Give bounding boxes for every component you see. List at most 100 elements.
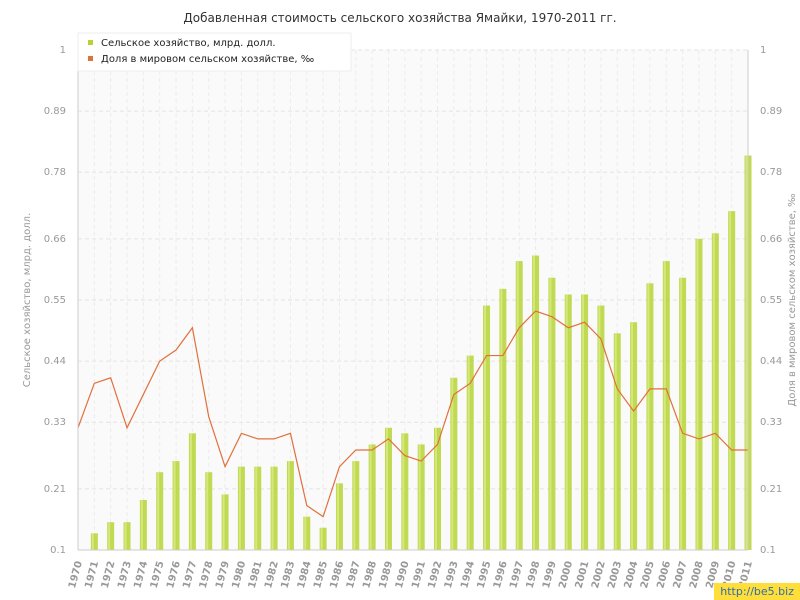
bar (581, 294, 589, 550)
bar (695, 238, 703, 550)
y-axis-right-label: Доля в мировом сельском хозяйстве, ‰ (787, 193, 798, 406)
y-axis-right: 0.1 0.21 0.33 0.44 0.55 0.66 0.78 0.89 1 (747, 45, 782, 556)
bar-highlight (516, 261, 519, 550)
line-series (77, 310, 748, 518)
y-tick-right: 0.21 (760, 484, 782, 495)
bar-highlight (451, 377, 454, 550)
legend-swatch-bar (88, 40, 93, 45)
bar (630, 322, 638, 550)
bar-highlight (418, 444, 421, 550)
legend-label-bar: Сельское хозяйство, млрд. долл. (101, 38, 276, 49)
bar (401, 433, 409, 550)
bar-highlight (238, 466, 241, 550)
bar-highlight (91, 533, 94, 550)
bar-highlight (140, 500, 143, 550)
bar (728, 211, 736, 550)
bar (532, 255, 540, 551)
bar (466, 355, 474, 550)
bar-highlight (712, 233, 715, 551)
bar-highlight (614, 333, 617, 550)
bar-highlight (680, 277, 683, 550)
y-axis-left: 0.1 0.21 0.33 0.44 0.55 0.66 0.78 0.89 1 (44, 45, 79, 556)
bar-highlight (320, 527, 323, 550)
bar-highlight (745, 155, 748, 551)
bar-highlight (385, 427, 388, 550)
bar-highlight (729, 211, 732, 550)
bar-highlight (206, 472, 209, 550)
y-tick-right: 0.89 (760, 106, 782, 117)
bar (483, 305, 491, 550)
legend-box (77, 32, 352, 72)
y-tick-left: 0.89 (44, 106, 66, 117)
bar-highlight (189, 433, 192, 550)
y-tick-left: 0.66 (44, 234, 66, 245)
y-tick-left: 0.1 (50, 545, 66, 556)
bar (499, 288, 507, 550)
bar (172, 461, 180, 550)
bar-highlight (222, 494, 225, 550)
bar-highlight (500, 288, 503, 550)
bar (188, 433, 196, 550)
bar-highlight (565, 294, 568, 550)
bar (156, 472, 164, 550)
bar (205, 472, 213, 550)
y-axis-left-label: Сельское хозяйство, млрд. долл. (22, 213, 33, 388)
bar-highlight (582, 294, 585, 550)
bar-highlight (467, 355, 470, 550)
y-tick-right: 1 (760, 45, 766, 56)
bar (515, 261, 523, 550)
bar (303, 516, 311, 550)
bar (613, 333, 621, 550)
bar (107, 522, 115, 550)
bar (711, 233, 719, 551)
y-tick-right: 0.33 (760, 417, 782, 428)
bar (417, 444, 425, 550)
bar-highlight (304, 516, 307, 550)
bar-highlight (663, 261, 666, 550)
bar (90, 533, 98, 550)
bar-highlight (271, 466, 274, 550)
legend-swatch-line (88, 56, 93, 61)
bar (597, 305, 605, 550)
y-tick-right: 0.1 (760, 545, 776, 556)
bar-highlight (631, 322, 634, 550)
legend-label-line: Доля в мировом сельском хозяйстве, ‰ (101, 54, 314, 65)
bar (548, 277, 556, 550)
y-tick-left: 0.21 (44, 484, 66, 495)
bar (139, 500, 147, 550)
legend: Сельское хозяйство, млрд. долл. Доля в м… (77, 32, 352, 72)
y-tick-right: 0.55 (760, 295, 782, 306)
bar-highlight (435, 427, 438, 550)
y-tick-left: 0.78 (44, 167, 66, 178)
y-tick-left: 1 (60, 45, 66, 56)
bar-highlight (157, 472, 160, 550)
bar (352, 461, 360, 550)
bar-highlight (173, 461, 176, 550)
bar (319, 527, 327, 550)
bar (335, 483, 343, 550)
bar (646, 283, 654, 550)
chart-title: Добавленная стоимость сельского хозяйств… (183, 11, 616, 25)
bar (368, 444, 376, 550)
bar (270, 466, 278, 550)
y-tick-left: 0.33 (44, 417, 66, 428)
bar (384, 427, 392, 550)
series-line (77, 310, 748, 518)
bar-highlight (336, 483, 339, 550)
bar-highlight (696, 238, 699, 550)
bar (286, 461, 294, 550)
watermark[interactable]: http://be5.biz (714, 583, 800, 600)
bar-highlight (549, 277, 552, 550)
bar-highlight (255, 466, 258, 550)
y-tick-right: 0.44 (760, 356, 782, 367)
bar-highlight (598, 305, 601, 550)
bar-highlight (108, 522, 111, 550)
bar (123, 522, 131, 550)
y-tick-left: 0.55 (44, 295, 66, 306)
bar (564, 294, 572, 550)
bar (679, 277, 687, 550)
bar-highlight (647, 283, 650, 550)
bar (221, 494, 229, 550)
bar (254, 466, 262, 550)
bar-highlight (484, 305, 487, 550)
